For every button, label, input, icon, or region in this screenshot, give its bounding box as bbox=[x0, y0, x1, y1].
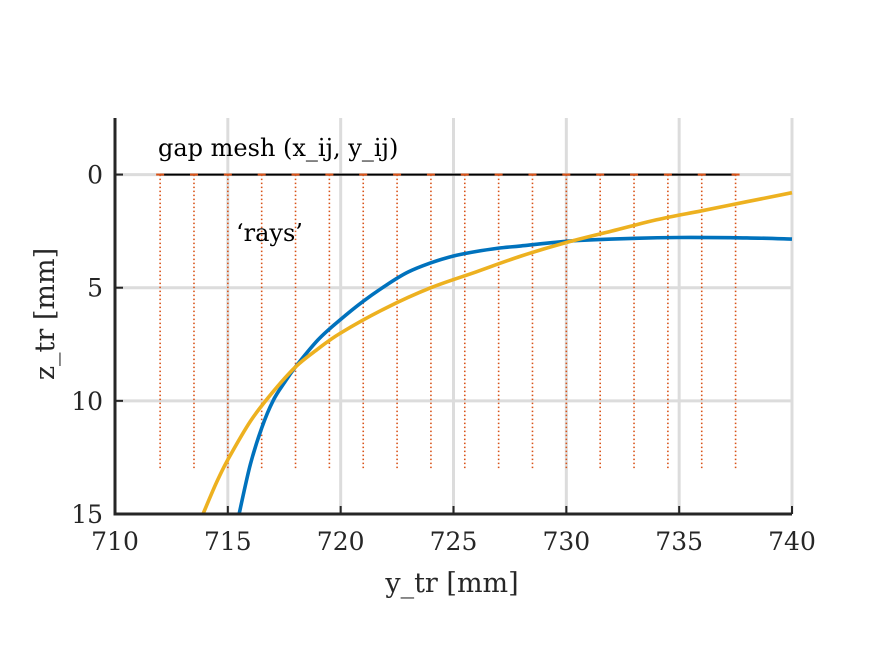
mesh-annotation: gap mesh (x_ij, y_ij) bbox=[158, 134, 398, 162]
x-tick-label-3: 725 bbox=[430, 527, 478, 556]
series-line-0 bbox=[237, 235, 793, 515]
mesh-annotation-text: gap mesh (x_ij, y_ij) bbox=[158, 134, 398, 162]
x-tick-label-5: 735 bbox=[655, 527, 703, 556]
x-tick-labels: 710 715 720 725 730 735 740 bbox=[91, 527, 816, 556]
rays-annotation-text: ‘rays’ bbox=[236, 219, 303, 247]
x-tick-label-6: 740 bbox=[768, 527, 816, 556]
series-line-1 bbox=[201, 190, 793, 515]
y-tick-labels: 0 5 10 15 bbox=[71, 161, 103, 529]
x-tick-label-2: 720 bbox=[317, 527, 365, 556]
x-tick-label-0: 710 bbox=[91, 527, 139, 556]
y-axis-label-text: z_tr [mm] bbox=[30, 248, 61, 380]
series-layer bbox=[201, 190, 793, 515]
axes bbox=[113, 118, 793, 516]
x-axis-label: y_tr [mm] bbox=[384, 568, 518, 599]
x-tick-label-4: 730 bbox=[542, 527, 590, 556]
y-tick-label-1: 5 bbox=[87, 274, 103, 303]
y-tick-label-0: 0 bbox=[87, 161, 103, 190]
x-tick-label-1: 715 bbox=[204, 527, 252, 556]
y-tick-label-2: 10 bbox=[71, 387, 103, 416]
rays-annotation: ‘rays’ bbox=[236, 219, 303, 247]
x-axis-label-text: y_tr [mm] bbox=[384, 568, 518, 599]
y-axis-label: z_tr [mm] bbox=[30, 248, 61, 380]
rays-layer bbox=[159, 174, 737, 469]
y-tick-label-3: 15 bbox=[71, 500, 103, 529]
